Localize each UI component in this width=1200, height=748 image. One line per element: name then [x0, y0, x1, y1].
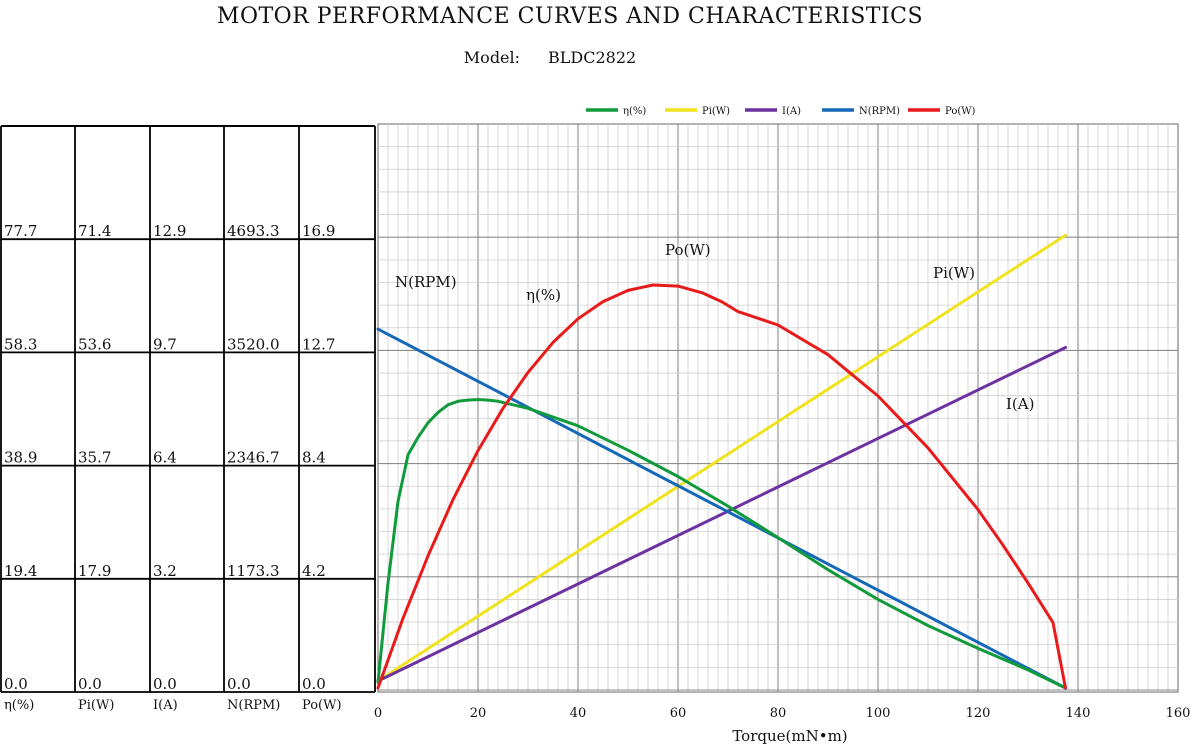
- legend-item: N(RPM): [822, 106, 900, 117]
- series-annotation: Pi(W): [933, 264, 975, 282]
- table-cell: 17.9: [78, 562, 111, 580]
- series-line: [376, 283, 1067, 690]
- table-cell: 6.4: [153, 449, 177, 467]
- legend-item: I(A): [745, 106, 801, 117]
- x-tick-label: 0: [374, 706, 382, 721]
- table-cell: 58.3: [4, 335, 37, 353]
- table-header: I(A): [153, 698, 178, 713]
- x-tick-label: 160: [1166, 706, 1191, 721]
- x-tick-label: 60: [670, 706, 687, 721]
- table-cell: 71.4: [78, 222, 111, 240]
- legend-label: Po(W): [945, 106, 976, 117]
- table-cell: 9.7: [153, 335, 177, 353]
- x-tick-label: 140: [1066, 706, 1091, 721]
- legend-item: Po(W): [908, 106, 976, 117]
- table-cell: 38.9: [4, 449, 37, 467]
- series-annotation: Po(W): [665, 241, 711, 259]
- x-tick-label: 100: [866, 706, 891, 721]
- model-line: Model: BLDC2822: [0, 48, 1100, 67]
- table-cell: 0.0: [153, 675, 177, 693]
- table-cell: 0.0: [78, 675, 102, 693]
- table-cell: 77.7: [4, 222, 37, 240]
- table-header: N(RPM): [227, 698, 280, 713]
- table-cell: 12.7: [302, 335, 335, 353]
- table-cell: 8.4: [302, 449, 326, 467]
- table-cell: 3520.0: [227, 335, 280, 353]
- table-cell: 12.9: [153, 222, 186, 240]
- table-cell: 0.0: [4, 675, 28, 693]
- table-header: Po(W): [302, 698, 342, 713]
- series-lines: [376, 233, 1067, 690]
- x-axis-ticks: 0 20 40 60 80 100 120 140 160: [374, 706, 1191, 721]
- x-tick-label: 40: [570, 706, 587, 721]
- series-annotation: η(%): [526, 286, 561, 304]
- legend: η(%) Pi(W) I(A) N(RPM) Po(W): [586, 106, 976, 117]
- model-value: BLDC2822: [548, 48, 637, 67]
- series-line: [376, 346, 1067, 683]
- x-tick-label: 120: [966, 706, 991, 721]
- annotations: Po(W) Pi(W) N(RPM) η(%) I(A): [395, 241, 1034, 413]
- table-cell: 0.0: [227, 675, 251, 693]
- model-label: Model:: [463, 48, 521, 67]
- table-cell: 2346.7: [227, 449, 280, 467]
- page-title: MOTOR PERFORMANCE CURVES AND CHARACTERIS…: [216, 4, 924, 29]
- legend-label: I(A): [782, 106, 801, 117]
- table-cell: 35.7: [78, 449, 111, 467]
- table-cell: 3.2: [153, 562, 177, 580]
- series-line: [376, 327, 1067, 690]
- x-tick-label: 20: [470, 706, 487, 721]
- value-table: 77.7 71.4 12.9 4693.3 16.9 58.3 53.6 9.7 3520.0 1…: [0, 125, 376, 713]
- legend-label: Pi(W): [702, 106, 730, 117]
- table-cell: 4.2: [302, 562, 326, 580]
- legend-item: η(%): [586, 106, 646, 117]
- table-cell: 53.6: [78, 335, 111, 353]
- series-annotation: N(RPM): [395, 273, 457, 291]
- x-tick-label: 80: [770, 706, 787, 721]
- table-header: η(%): [4, 698, 34, 713]
- table-cell: 1173.3: [227, 562, 280, 580]
- table-cell: 4693.3: [227, 222, 280, 240]
- table-cell: 19.4: [4, 562, 37, 580]
- table-header: Pi(W): [78, 698, 114, 713]
- table-cell: 16.9: [302, 222, 335, 240]
- series-annotation: I(A): [1006, 395, 1034, 413]
- legend-item: Pi(W): [665, 106, 730, 117]
- series-line: [376, 398, 1065, 689]
- x-axis-title: Torque(mN•m): [732, 727, 847, 745]
- legend-label: η(%): [623, 106, 646, 117]
- table-cell: 0.0: [302, 675, 326, 693]
- legend-label: N(RPM): [859, 106, 900, 117]
- grid: [377, 123, 1179, 693]
- series-line: [376, 233, 1067, 683]
